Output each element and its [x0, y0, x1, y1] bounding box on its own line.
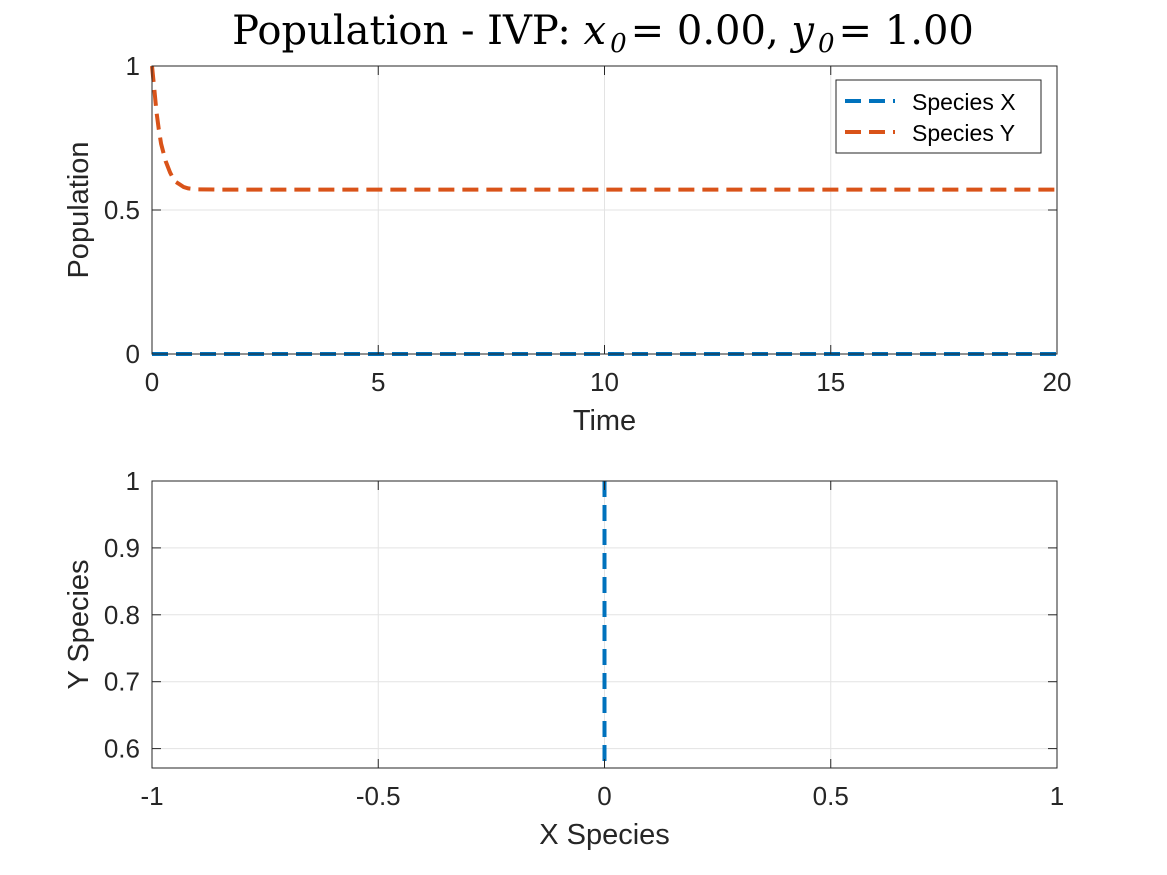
series-species-y-line [150, 65, 1057, 192]
x-tick-label: -1 [140, 781, 163, 811]
title-x-subscript: 0 [610, 29, 627, 59]
x-axis-label: X Species [539, 819, 670, 851]
title-y-subscript: 0 [818, 29, 835, 59]
y-tick-label: 1 [126, 51, 140, 81]
x-tick-label: 5 [371, 367, 385, 397]
phase-plane-axes: -1 -0.5 0 0.5 1 0.6 0.7 0.8 0.9 1 X Species Y Spe… [63, 466, 1064, 851]
x-tick-label: 0 [145, 367, 159, 397]
x-tick-label: -0.5 [356, 781, 401, 811]
x-tick-label: 15 [816, 367, 845, 397]
y-axis-label: Population [63, 141, 95, 278]
title-y-value: = 1.00 [839, 8, 974, 54]
y-tick-label: 1 [126, 466, 140, 496]
title-x-value: = 0.00, [631, 8, 792, 54]
title-x-symbol: x [584, 8, 607, 54]
x-tick-label: 0 [597, 781, 611, 811]
title-prefix: Population - IVP: [232, 8, 583, 54]
legend-label-species-y: Species Y [912, 120, 1015, 146]
x-tick-label: 0.5 [813, 781, 849, 811]
legend-label-species-x: Species X [912, 89, 1016, 115]
y-tick-label: 0.7 [104, 667, 140, 697]
x-axis-label: Time [573, 405, 636, 437]
figure-title: Population - IVP: x 0 = 0.00, y 0 = 1.00 [232, 8, 974, 59]
x-tick-label: 20 [1043, 367, 1072, 397]
ticks: -1 -0.5 0 0.5 1 0.6 0.7 0.8 0.9 1 [104, 466, 1064, 811]
legend: Species X Species Y [835, 79, 1042, 154]
ticks: 0 5 10 15 20 0 0.5 1 [104, 51, 1072, 397]
y-tick-label: 0.9 [104, 533, 140, 563]
y-axis-label: Y Species [63, 559, 95, 689]
y-tick-label: 0.8 [104, 600, 140, 630]
y-tick-label: 0.6 [104, 734, 140, 764]
y-tick-label: 0 [126, 339, 140, 369]
y-tick-label: 0.5 [104, 195, 140, 225]
x-tick-label: 10 [590, 367, 619, 397]
population-time-axes: 0 5 10 15 20 0 0.5 1 Time Population Species X … [63, 51, 1071, 437]
title-y-symbol: y [789, 8, 815, 54]
x-tick-label: 1 [1050, 781, 1064, 811]
legend-box [835, 79, 1042, 154]
